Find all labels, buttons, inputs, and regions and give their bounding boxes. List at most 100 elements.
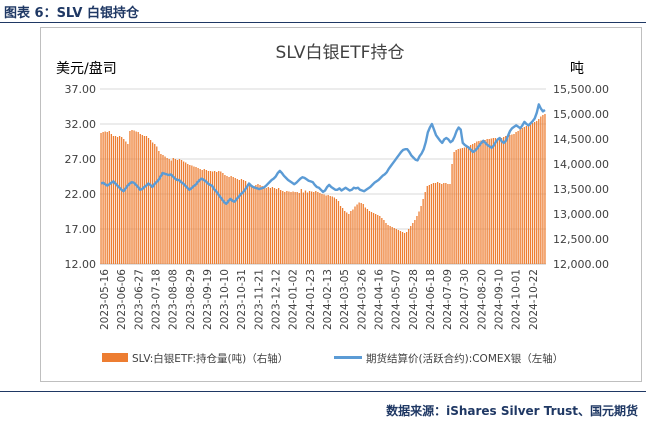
holdings-bar: [449, 184, 451, 264]
holdings-bar: [255, 185, 257, 264]
holdings-bar: [216, 172, 218, 264]
holdings-bar: [379, 216, 381, 264]
holdings-bar: [354, 206, 356, 264]
holdings-bar: [147, 138, 150, 264]
holdings-bar: [275, 189, 278, 264]
holdings-bar: [226, 176, 228, 264]
holdings-bar: [112, 136, 115, 264]
holdings-bar: [269, 188, 271, 264]
holdings-bar: [123, 139, 125, 264]
holdings-bar: [232, 177, 234, 264]
chart-title: SLV白银ETF持仓: [276, 43, 405, 63]
left-tick-label: 32.00: [65, 118, 97, 131]
holdings-bar: [317, 192, 319, 264]
holdings-bar: [519, 129, 521, 264]
silver-price-line: [100, 103, 546, 206]
holdings-bar: [527, 125, 530, 264]
holdings-bar: [331, 196, 333, 264]
left-tick-label: 37.00: [65, 83, 97, 96]
holdings-bar: [253, 186, 255, 264]
holdings-bar: [387, 225, 389, 264]
holdings-bar: [441, 184, 443, 264]
holdings-bar: [430, 184, 433, 264]
holdings-bar: [321, 194, 323, 264]
holdings-bar: [189, 165, 191, 264]
holdings-bar: [515, 132, 517, 264]
holdings-bar: [503, 137, 505, 264]
holdings-bar: [459, 148, 461, 264]
right-tick-label: 14,500.00: [553, 133, 609, 146]
holdings-bar: [424, 192, 426, 264]
holdings-bar: [164, 156, 166, 264]
x-tick-label: 2024-05-28: [408, 269, 420, 330]
holdings-bar: [333, 197, 335, 264]
holdings-bar: [199, 169, 201, 264]
holdings-bar: [180, 160, 183, 264]
x-tick-label: 2023-08-29: [185, 269, 197, 330]
holdings-bar: [294, 192, 296, 264]
holdings-bar: [540, 116, 542, 264]
holdings-bar: [242, 180, 245, 264]
holdings-bar: [531, 123, 534, 264]
holdings-bar: [131, 130, 133, 264]
holdings-bar: [306, 192, 309, 264]
right-axis-unit: 吨: [570, 61, 584, 77]
holdings-bar: [288, 191, 290, 264]
holdings-bar: [529, 124, 532, 264]
holdings-bar: [319, 193, 321, 264]
right-tick-label: 12,500.00: [553, 233, 609, 246]
holdings-bar: [263, 187, 265, 264]
holdings-bar: [393, 228, 395, 264]
holdings-bar: [203, 169, 205, 264]
holdings-bar: [370, 212, 373, 264]
holdings-bar: [401, 232, 404, 264]
holdings-bar: [249, 184, 251, 264]
holdings-bar: [207, 171, 210, 264]
holdings-bar: [511, 134, 513, 264]
grid-lines: [100, 88, 546, 265]
holdings-bar: [315, 191, 317, 264]
x-tick-label: 2023-06-27: [133, 269, 145, 330]
holdings-bar: [451, 164, 453, 264]
holdings-bar: [422, 199, 424, 264]
holdings-bar: [492, 138, 494, 264]
holdings-bar: [494, 138, 497, 264]
holdings-bar: [185, 162, 187, 264]
holdings-bar: [311, 191, 313, 264]
holdings-bar: [397, 230, 400, 264]
holdings-bar: [162, 155, 164, 264]
x-tick-label: 2024-06-18: [425, 269, 437, 330]
holdings-bar: [277, 188, 280, 264]
holdings-bar: [327, 195, 329, 264]
holdings-bar: [178, 159, 181, 264]
right-tick-label: 12,000.00: [553, 258, 609, 271]
holdings-bar: [182, 161, 185, 264]
holdings-bar: [137, 132, 139, 264]
holdings-bar: [139, 134, 141, 264]
holdings-bar: [166, 158, 168, 264]
holdings-bar: [467, 146, 470, 264]
holdings-bar: [197, 168, 199, 264]
holdings-bar: [403, 233, 406, 264]
holdings-bar: [284, 192, 286, 264]
holdings-bar: [352, 209, 354, 264]
x-tick-label: 2024-07-09: [442, 269, 454, 330]
holdings-bar: [341, 208, 344, 264]
holdings-bar: [302, 192, 305, 264]
x-tick-label: 2024-09-10: [494, 269, 506, 330]
holdings-bar: [496, 139, 499, 264]
holdings-bar: [500, 138, 503, 264]
holdings-bar: [350, 211, 352, 264]
holdings-bar: [133, 130, 135, 264]
holdings-bar: [490, 138, 492, 264]
holdings-bar: [267, 187, 269, 264]
holdings-bar: [364, 207, 366, 264]
holdings-bars: [100, 114, 546, 264]
holdings-bar: [213, 171, 216, 264]
x-tick-label: 2023-12-12: [271, 269, 283, 330]
holdings-bar: [110, 134, 112, 264]
holdings-bar: [453, 152, 455, 264]
holdings-bar: [156, 146, 158, 264]
holdings-bar: [346, 212, 348, 264]
x-tick-label: 2023-06-06: [116, 269, 128, 330]
